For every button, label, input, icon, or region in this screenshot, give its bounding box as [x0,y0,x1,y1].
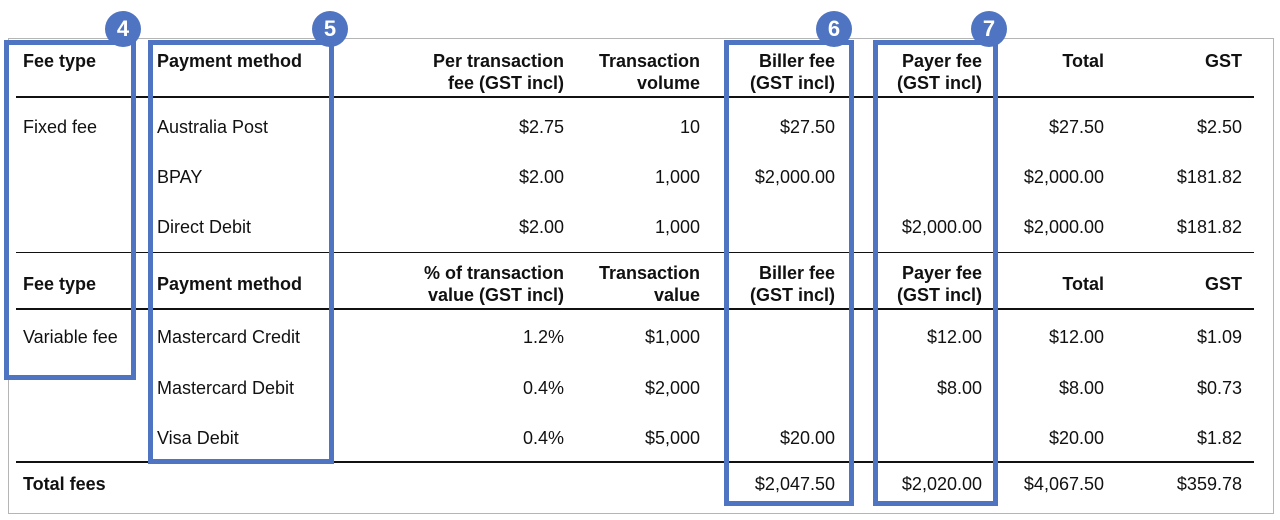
badge-4: 4 [105,11,141,47]
table-cell-total: $2,000.00 [1023,217,1104,237]
header-gst: GST [1204,274,1242,294]
table-cell-biller: $20.00 [779,428,835,448]
table-cell-value: $2,000 [644,378,700,398]
table-cell-fee: $2.00 [518,167,564,187]
totals-rule [16,461,1254,463]
header-biller-fee: Biller fee (GST incl) [750,50,835,94]
table-cell-fee: 0.4% [522,428,564,448]
header-biller-fee-line2: (GST incl) [750,285,835,305]
table-cell-volume: 1,000 [654,167,700,187]
header-transaction-value-line1: Transaction [598,263,700,283]
header-payer-fee: Payer fee (GST incl) [897,262,982,306]
table-cell-fee: 1.2% [522,327,564,347]
highlight-box-payment-method [148,40,334,464]
table-cell-volume: 10 [679,117,700,137]
table-cell-gst: $1.82 [1196,428,1242,448]
total-amount: $4,067.50 [1023,474,1104,494]
header-per-transaction-fee: Per transaction fee (GST incl) [433,50,564,94]
header-percent-fee-line2: value (GST incl) [427,285,564,305]
table-cell-method: Mastercard Credit [157,327,301,347]
table-cell-total: $12.00 [1048,327,1104,347]
table-cell-gst: $181.82 [1176,217,1242,237]
header-percent-fee-line1: % of transaction [423,263,564,283]
fee-type-variable: Variable fee [23,327,118,347]
highlight-box-payer-fee [873,40,998,506]
badge-5: 5 [312,11,348,47]
total-gst: $359.78 [1176,474,1242,494]
header-transaction-volume: Transaction volume [599,50,700,94]
table-cell-fee: $2.00 [518,217,564,237]
table-cell-value: $1,000 [644,327,700,347]
header-per-transaction-fee-line2: fee (GST incl) [447,73,564,93]
header-biller-fee-line1: Biller fee [758,263,835,283]
table-cell-total: $8.00 [1058,378,1104,398]
header-biller-fee-line2: (GST incl) [750,73,835,93]
table-cell-payer: $2,000.00 [901,217,982,237]
highlight-box-fee-type [4,40,136,380]
header-transaction-volume-line1: Transaction [598,51,700,71]
table-cell-total: $2,000.00 [1023,167,1104,187]
header-payer-fee-line2: (GST incl) [897,285,982,305]
table-cell-volume: 1,000 [654,217,700,237]
header-gst: GST [1204,51,1242,71]
badge-6: 6 [816,11,852,47]
header-rule [16,308,1254,310]
header-payment-method: Payment method [157,274,303,294]
table-cell-gst: $2.50 [1196,117,1242,137]
header-payer-fee-line1: Payer fee [901,51,982,71]
header-transaction-value: Transaction value [599,262,700,306]
header-payer-fee-line2: (GST incl) [897,73,982,93]
table-cell-method: Visa Debit [157,428,239,448]
header-total: Total [1062,274,1104,294]
header-biller-fee: Biller fee (GST incl) [750,262,835,306]
table-cell-value: $5,000 [644,428,700,448]
table-cell-gst: $181.82 [1176,167,1242,187]
table-cell-payer: $8.00 [936,378,982,398]
table-cell-biller: $2,000.00 [754,167,835,187]
table-cell-total: $20.00 [1048,428,1104,448]
header-biller-fee-line1: Biller fee [758,51,835,71]
table-cell-method: BPAY [157,167,203,187]
table-cell-payer: $12.00 [926,327,982,347]
fee-type-fixed: Fixed fee [23,117,98,137]
table-cell-gst: $1.09 [1196,327,1242,347]
total-fees-label: Total fees [23,474,106,494]
table-cell-biller: $27.50 [779,117,835,137]
table-cell-fee: $2.75 [518,117,564,137]
header-payer-fee-line1: Payer fee [901,263,982,283]
header-transaction-value-line2: value [653,285,700,305]
header-percent-fee: % of transaction value (GST incl) [424,262,564,306]
total-biller-fee: $2,047.50 [754,474,835,494]
total-payer-fee: $2,020.00 [901,474,982,494]
header-payer-fee: Payer fee (GST incl) [897,50,982,94]
table-cell-method: Mastercard Debit [157,378,295,398]
badge-7: 7 [971,11,1007,47]
header-total: Total [1062,51,1104,71]
table-cell-gst: $0.73 [1196,378,1242,398]
header-payment-method: Payment method [157,51,303,71]
highlight-box-biller-fee [724,40,854,506]
header-fee-type: Fee type [23,274,97,294]
header-per-transaction-fee-line1: Per transaction [432,51,564,71]
table-cell-fee: 0.4% [522,378,564,398]
table-cell-method: Australia Post [157,117,269,137]
table-cell-method: Direct Debit [157,217,252,237]
header-transaction-volume-line2: volume [636,73,700,93]
header-fee-type: Fee type [23,51,97,71]
section-divider [16,252,1254,253]
header-rule [16,96,1254,98]
table-cell-total: $27.50 [1048,117,1104,137]
